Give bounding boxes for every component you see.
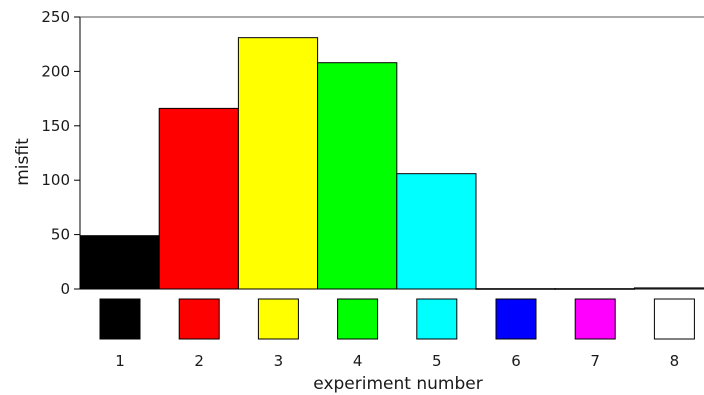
x-tick-label-4: 4 (353, 352, 363, 370)
x-tick-label-1: 1 (115, 352, 125, 370)
axes-group (74, 16, 704, 290)
swatch-5 (416, 298, 458, 340)
y-tick-label-100: 100 (41, 171, 70, 189)
bar-4 (317, 62, 398, 290)
swatch-4 (337, 298, 379, 340)
y-axis-title: misfit (13, 138, 33, 186)
swatch-3 (257, 298, 299, 340)
bar-2 (158, 107, 239, 290)
x-tick-label-3: 3 (274, 352, 284, 370)
swatch-7 (574, 298, 616, 340)
x-axis-title: experiment number (313, 374, 482, 394)
bars-group (79, 37, 704, 290)
x-tick-label-7: 7 (590, 352, 600, 370)
swatch-6 (495, 298, 537, 340)
x-tick-label-6: 6 (511, 352, 521, 370)
bar-1 (79, 235, 160, 290)
y-tick-label-200: 200 (41, 62, 70, 80)
y-tick-label-250: 250 (41, 8, 70, 26)
swatch-2 (178, 298, 220, 340)
bar-3 (237, 37, 319, 290)
y-tick-label-50: 50 (51, 226, 70, 244)
swatch-1 (99, 298, 141, 340)
y-tick-label-0: 0 (60, 280, 70, 298)
x-tick-label-5: 5 (432, 352, 442, 370)
color-swatches (99, 298, 695, 340)
x-tick-label-8: 8 (670, 352, 680, 370)
y-tick-label-150: 150 (41, 117, 70, 135)
bar-5 (396, 173, 477, 290)
x-tick-label-2: 2 (194, 352, 204, 370)
swatch-8 (653, 298, 695, 340)
tick-labels: 0 50 100 150 200 250 1 2 3 4 5 6 7 8 (41, 8, 679, 370)
